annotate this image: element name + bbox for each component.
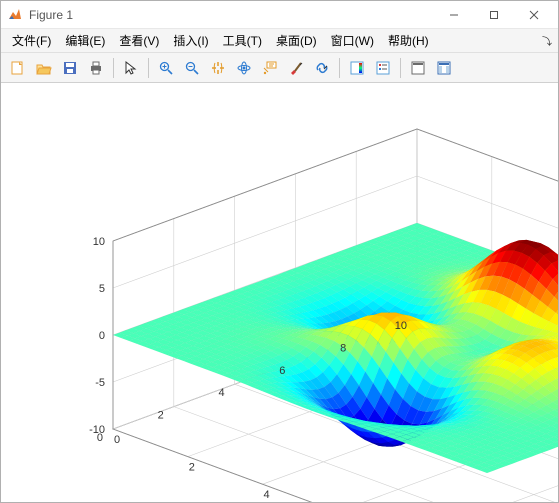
svg-text:4: 4 xyxy=(218,387,224,399)
svg-text:2: 2 xyxy=(158,410,164,422)
menu-item-2[interactable]: 查看(V) xyxy=(112,29,166,52)
toolbar-separator xyxy=(113,58,114,78)
svg-text:0: 0 xyxy=(99,330,105,342)
new-figure-icon xyxy=(10,60,26,76)
toolbar-separator xyxy=(400,58,401,78)
zoom-in-icon xyxy=(158,60,174,76)
svg-text:5: 5 xyxy=(99,283,105,295)
svg-text:0: 0 xyxy=(97,432,103,444)
toolbar-separator xyxy=(339,58,340,78)
pointer-icon xyxy=(123,60,139,76)
maximize-button[interactable] xyxy=(474,2,514,28)
menubar-overflow-icon[interactable]: ⤵ xyxy=(542,33,552,48)
menubar: 文件(F)编辑(E)查看(V)插入(I)工具(T)桌面(D)窗口(W)帮助(H)… xyxy=(1,29,558,53)
hide-plot-tools-icon xyxy=(410,60,426,76)
link-icon xyxy=(314,60,330,76)
zoom-in-button[interactable] xyxy=(154,56,178,80)
svg-text:0: 0 xyxy=(114,434,120,446)
link-button[interactable] xyxy=(310,56,334,80)
menu-item-6[interactable]: 窗口(W) xyxy=(324,29,381,52)
matlab-icon xyxy=(7,7,23,23)
menu-item-4[interactable]: 工具(T) xyxy=(216,29,269,52)
menu-item-0[interactable]: 文件(F) xyxy=(5,29,58,52)
print-icon xyxy=(88,60,104,76)
pan-icon xyxy=(210,60,226,76)
axes-3d[interactable]: -10-5051002468100246810 xyxy=(1,83,558,502)
toolbar xyxy=(1,53,558,83)
pan-button[interactable] xyxy=(206,56,230,80)
insert-legend-button[interactable] xyxy=(371,56,395,80)
svg-text:8: 8 xyxy=(340,342,346,354)
insert-legend-icon xyxy=(375,60,391,76)
menu-item-3[interactable]: 插入(I) xyxy=(166,29,215,52)
window-title: Figure 1 xyxy=(29,8,73,22)
toolbar-separator xyxy=(148,58,149,78)
minimize-button[interactable] xyxy=(434,2,474,28)
data-cursor-button[interactable] xyxy=(258,56,282,80)
open-button[interactable] xyxy=(32,56,56,80)
rotate-3d-icon xyxy=(236,60,252,76)
menu-item-5[interactable]: 桌面(D) xyxy=(269,29,324,52)
show-plot-tools-button[interactable] xyxy=(432,56,456,80)
menu-item-1[interactable]: 编辑(E) xyxy=(58,29,112,52)
svg-text:2: 2 xyxy=(189,462,195,474)
data-cursor-icon xyxy=(262,60,278,76)
insert-colorbar-button[interactable] xyxy=(345,56,369,80)
show-plot-tools-icon xyxy=(436,60,452,76)
menu-item-7[interactable]: 帮助(H) xyxy=(381,29,436,52)
svg-text:10: 10 xyxy=(395,320,407,332)
brush-icon xyxy=(288,60,304,76)
zoom-out-button[interactable] xyxy=(180,56,204,80)
pointer-button[interactable] xyxy=(119,56,143,80)
hide-plot-tools-button[interactable] xyxy=(406,56,430,80)
svg-text:-5: -5 xyxy=(95,377,105,389)
svg-text:6: 6 xyxy=(279,365,285,377)
save-button[interactable] xyxy=(58,56,82,80)
open-icon xyxy=(36,60,52,76)
save-icon xyxy=(62,60,78,76)
svg-text:10: 10 xyxy=(93,236,105,248)
print-button[interactable] xyxy=(84,56,108,80)
new-figure-button[interactable] xyxy=(6,56,30,80)
insert-colorbar-icon xyxy=(349,60,365,76)
svg-text:4: 4 xyxy=(264,489,270,501)
brush-button[interactable] xyxy=(284,56,308,80)
titlebar: Figure 1 xyxy=(1,1,558,29)
zoom-out-icon xyxy=(184,60,200,76)
close-button[interactable] xyxy=(514,2,554,28)
rotate-3d-button[interactable] xyxy=(232,56,256,80)
